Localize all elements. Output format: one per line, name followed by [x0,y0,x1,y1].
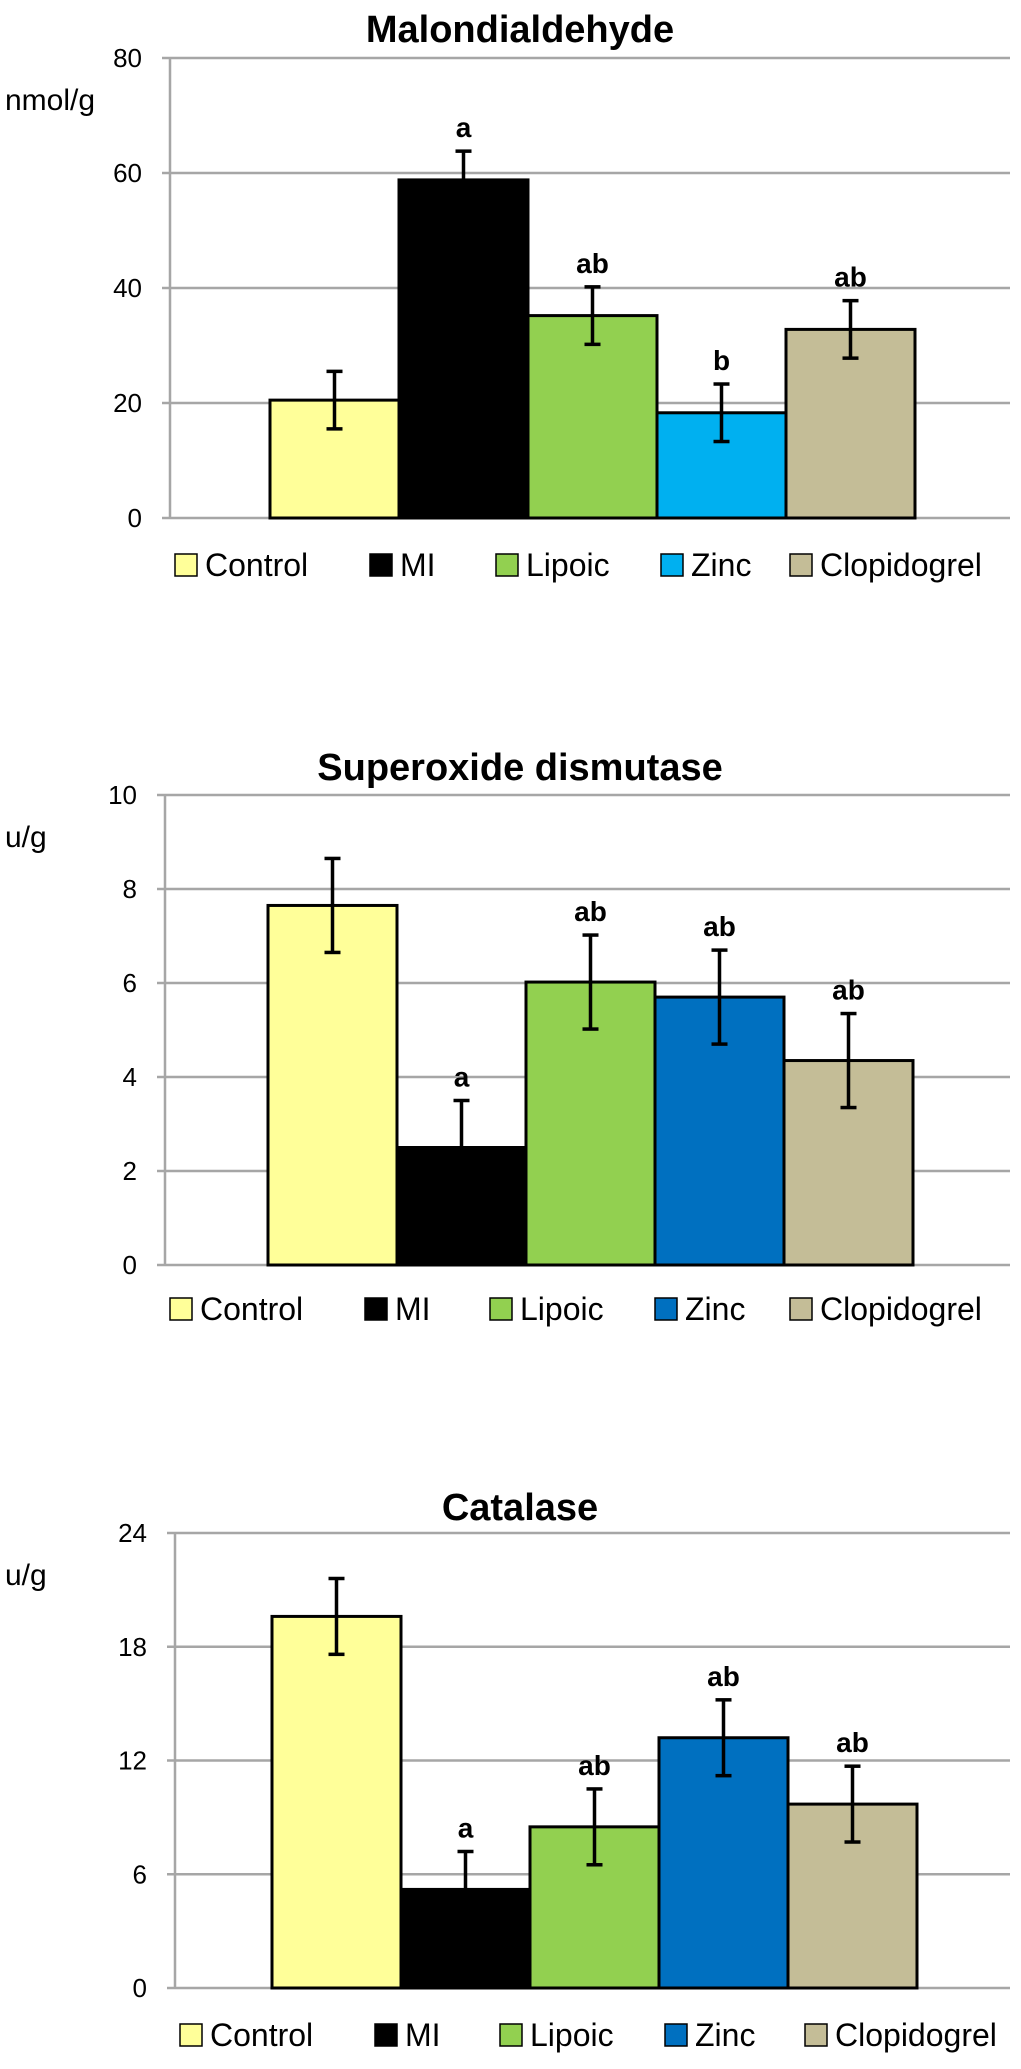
legend-label: MI [400,547,436,583]
legend-swatch [495,553,519,577]
significance-label: ab [832,975,865,1006]
y-tick-label: 60 [113,158,142,188]
significance-label: ab [578,1750,611,1781]
legend-swatch [169,1297,193,1321]
significance-label: ab [703,911,736,942]
legend-swatch [664,2023,688,2047]
y-tick-label: 6 [123,968,137,998]
significance-label: a [456,112,472,143]
legend-label: Clopidogrel [820,1291,982,1327]
legend-label: Lipoic [520,1291,604,1327]
significance-label: ab [836,1727,869,1758]
y-tick-label: 4 [123,1062,137,1092]
y-tick-label: 0 [123,1250,137,1280]
bar-lipoic [526,314,659,520]
y-tick-label: 6 [133,1859,147,1889]
significance-label: ab [574,896,607,927]
y-tick-label: 12 [118,1746,147,1776]
legend-label: Lipoic [530,2017,614,2053]
significance-label: a [454,1062,470,1093]
y-tick-label: 0 [128,503,142,533]
bar-zinc [657,1736,790,1990]
chart-panel-3: Catalase u/g 0 6 12 18 24 a ab ab ab Control MI Lipoi… [5,1487,1010,2053]
bar-control [266,903,399,1267]
legend-swatch [369,553,393,577]
legend-label: Control [200,1291,303,1327]
legend-label: Zinc [691,547,751,583]
significance-label: ab [576,248,609,279]
legend-swatch [489,1297,513,1321]
chart-title: Catalase [442,1487,598,1529]
legend-label: Clopidogrel [820,547,982,583]
legend-swatch [499,2023,523,2047]
legend-label: MI [405,2017,441,2053]
y-tick-label: 24 [118,1518,147,1548]
legend-swatch [804,2023,828,2047]
legend-swatch [789,1297,813,1321]
y-axis-unit-label: nmol/g [5,84,95,117]
y-tick-label: 20 [113,388,142,418]
legend-label: Clopidogrel [835,2017,997,2053]
chart-title: Superoxide dismutase [317,747,722,789]
y-axis-unit-label: u/g [5,821,47,854]
significance-label: ab [707,1661,740,1692]
legend-swatch [174,553,198,577]
legend-label: Zinc [685,1291,745,1327]
legend-label: MI [395,1291,431,1327]
y-tick-label: 0 [133,1973,147,2003]
legend-swatch [660,553,684,577]
y-tick-label: 8 [123,874,137,904]
y-tick-label: 10 [108,780,137,810]
chart-panel-2: Superoxide dismutase u/g 0 2 4 6 8 10 a ab ab ab Con… [5,747,1010,1327]
bar-control [270,1614,403,1990]
y-tick-label: 80 [113,43,142,73]
legend-label: Control [210,2017,313,2053]
chart-panel-1: Malondialdehyde nmol/g 0 20 40 60 80 a ab b ab Cont… [5,9,1010,583]
legend-swatch [374,2023,398,2047]
chart-title: Malondialdehyde [366,9,674,51]
legend-label: Zinc [695,2017,755,2053]
legend-swatch [179,2023,203,2047]
y-tick-label: 18 [118,1632,147,1662]
y-axis-unit-label: u/g [5,1559,47,1592]
bar-clopidogrel [784,327,917,520]
significance-label: a [458,1813,474,1844]
significance-label: ab [834,262,867,293]
legend-label: Lipoic [526,547,610,583]
significance-label: b [713,345,730,376]
legend-swatch [654,1297,678,1321]
y-tick-label: 2 [123,1156,137,1186]
y-tick-label: 40 [113,273,142,303]
legend-swatch [364,1297,388,1321]
legend-label: Control [205,547,308,583]
legend-swatch [789,553,813,577]
bar-mi [397,178,530,520]
